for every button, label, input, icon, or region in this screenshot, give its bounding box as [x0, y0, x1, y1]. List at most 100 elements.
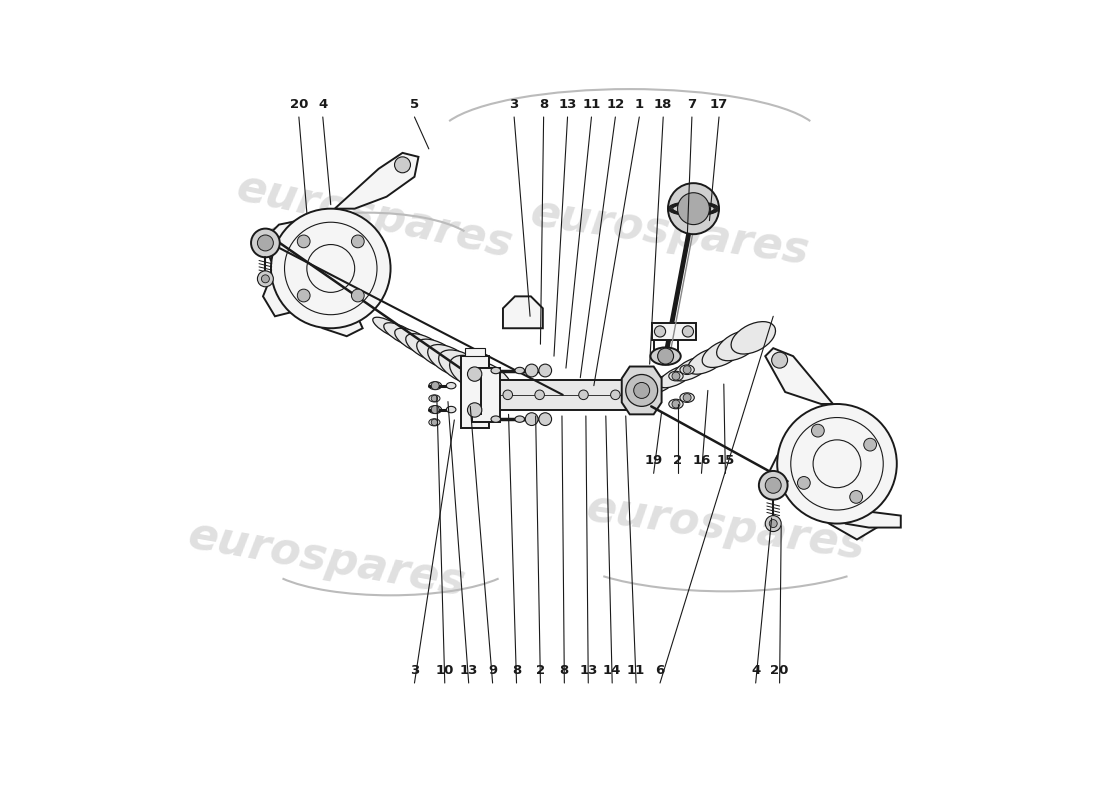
Circle shape	[678, 193, 710, 225]
Text: 11: 11	[627, 664, 646, 677]
Text: 3: 3	[410, 664, 419, 677]
Circle shape	[798, 477, 811, 490]
Circle shape	[769, 519, 778, 527]
Text: 12: 12	[606, 98, 625, 110]
Ellipse shape	[702, 339, 743, 367]
Circle shape	[257, 235, 274, 251]
Circle shape	[468, 367, 482, 382]
Ellipse shape	[439, 350, 486, 384]
Text: 10: 10	[436, 664, 454, 677]
Ellipse shape	[680, 365, 694, 374]
Text: 19: 19	[645, 454, 663, 467]
Ellipse shape	[716, 330, 759, 361]
Ellipse shape	[417, 339, 460, 369]
Circle shape	[351, 289, 364, 302]
Polygon shape	[334, 153, 418, 209]
Polygon shape	[829, 496, 877, 539]
Ellipse shape	[450, 355, 499, 392]
Circle shape	[539, 413, 551, 426]
Text: 13: 13	[559, 98, 576, 110]
Ellipse shape	[373, 318, 408, 339]
Text: 16: 16	[692, 454, 711, 467]
Circle shape	[431, 382, 439, 390]
Circle shape	[257, 271, 274, 286]
Ellipse shape	[669, 371, 683, 381]
Text: 3: 3	[509, 98, 519, 110]
Circle shape	[431, 419, 438, 426]
Bar	[464, 348, 485, 356]
Ellipse shape	[515, 416, 525, 422]
Polygon shape	[845, 512, 901, 527]
Polygon shape	[322, 292, 363, 336]
Text: eurospares: eurospares	[232, 166, 517, 267]
Circle shape	[771, 352, 788, 368]
Circle shape	[672, 372, 680, 380]
Text: 2: 2	[536, 664, 544, 677]
Circle shape	[610, 390, 620, 400]
Circle shape	[766, 515, 781, 531]
Text: 1: 1	[635, 98, 643, 110]
Text: 8: 8	[560, 664, 569, 677]
Circle shape	[503, 390, 513, 400]
Text: 20: 20	[770, 664, 789, 677]
Circle shape	[654, 326, 666, 337]
Circle shape	[351, 235, 364, 248]
Circle shape	[395, 157, 410, 173]
Circle shape	[766, 478, 781, 494]
Circle shape	[526, 413, 538, 426]
Circle shape	[431, 406, 439, 414]
Polygon shape	[472, 368, 499, 422]
Text: 14: 14	[603, 664, 622, 677]
Circle shape	[579, 390, 588, 400]
Circle shape	[683, 394, 691, 402]
Ellipse shape	[673, 357, 711, 381]
Circle shape	[535, 390, 544, 400]
Text: 17: 17	[710, 98, 728, 110]
Ellipse shape	[429, 382, 441, 390]
Polygon shape	[621, 366, 661, 414]
Ellipse shape	[732, 322, 775, 354]
Text: 20: 20	[289, 98, 308, 110]
Ellipse shape	[384, 322, 421, 346]
Text: 4: 4	[318, 98, 328, 110]
Circle shape	[539, 364, 551, 377]
Circle shape	[850, 490, 862, 503]
Polygon shape	[263, 277, 307, 316]
Text: 18: 18	[654, 98, 672, 110]
Circle shape	[297, 289, 310, 302]
Circle shape	[778, 404, 896, 523]
Circle shape	[668, 183, 719, 234]
Text: 11: 11	[582, 98, 601, 110]
Ellipse shape	[461, 361, 512, 399]
Ellipse shape	[650, 347, 681, 365]
Text: 5: 5	[410, 98, 419, 110]
Ellipse shape	[688, 348, 727, 374]
Polygon shape	[263, 221, 322, 261]
Circle shape	[262, 275, 270, 283]
Bar	[487, 380, 638, 410]
Ellipse shape	[447, 406, 455, 413]
Ellipse shape	[491, 416, 501, 422]
Ellipse shape	[491, 367, 501, 374]
Text: 6: 6	[656, 664, 664, 677]
Ellipse shape	[395, 328, 434, 354]
Polygon shape	[769, 456, 829, 488]
Circle shape	[672, 400, 680, 408]
Ellipse shape	[630, 382, 661, 402]
Text: 2: 2	[673, 454, 682, 467]
Ellipse shape	[645, 374, 678, 394]
Circle shape	[682, 326, 693, 337]
Text: 7: 7	[688, 98, 696, 110]
Text: 9: 9	[488, 664, 497, 677]
Text: 15: 15	[716, 454, 735, 467]
Text: eurospares: eurospares	[527, 192, 812, 274]
Bar	[652, 322, 696, 340]
Text: 8: 8	[539, 98, 548, 110]
Polygon shape	[766, 348, 833, 404]
Polygon shape	[503, 296, 542, 328]
Ellipse shape	[515, 367, 525, 374]
Circle shape	[864, 438, 877, 451]
Ellipse shape	[428, 345, 473, 377]
Ellipse shape	[406, 334, 447, 362]
Circle shape	[658, 348, 673, 364]
